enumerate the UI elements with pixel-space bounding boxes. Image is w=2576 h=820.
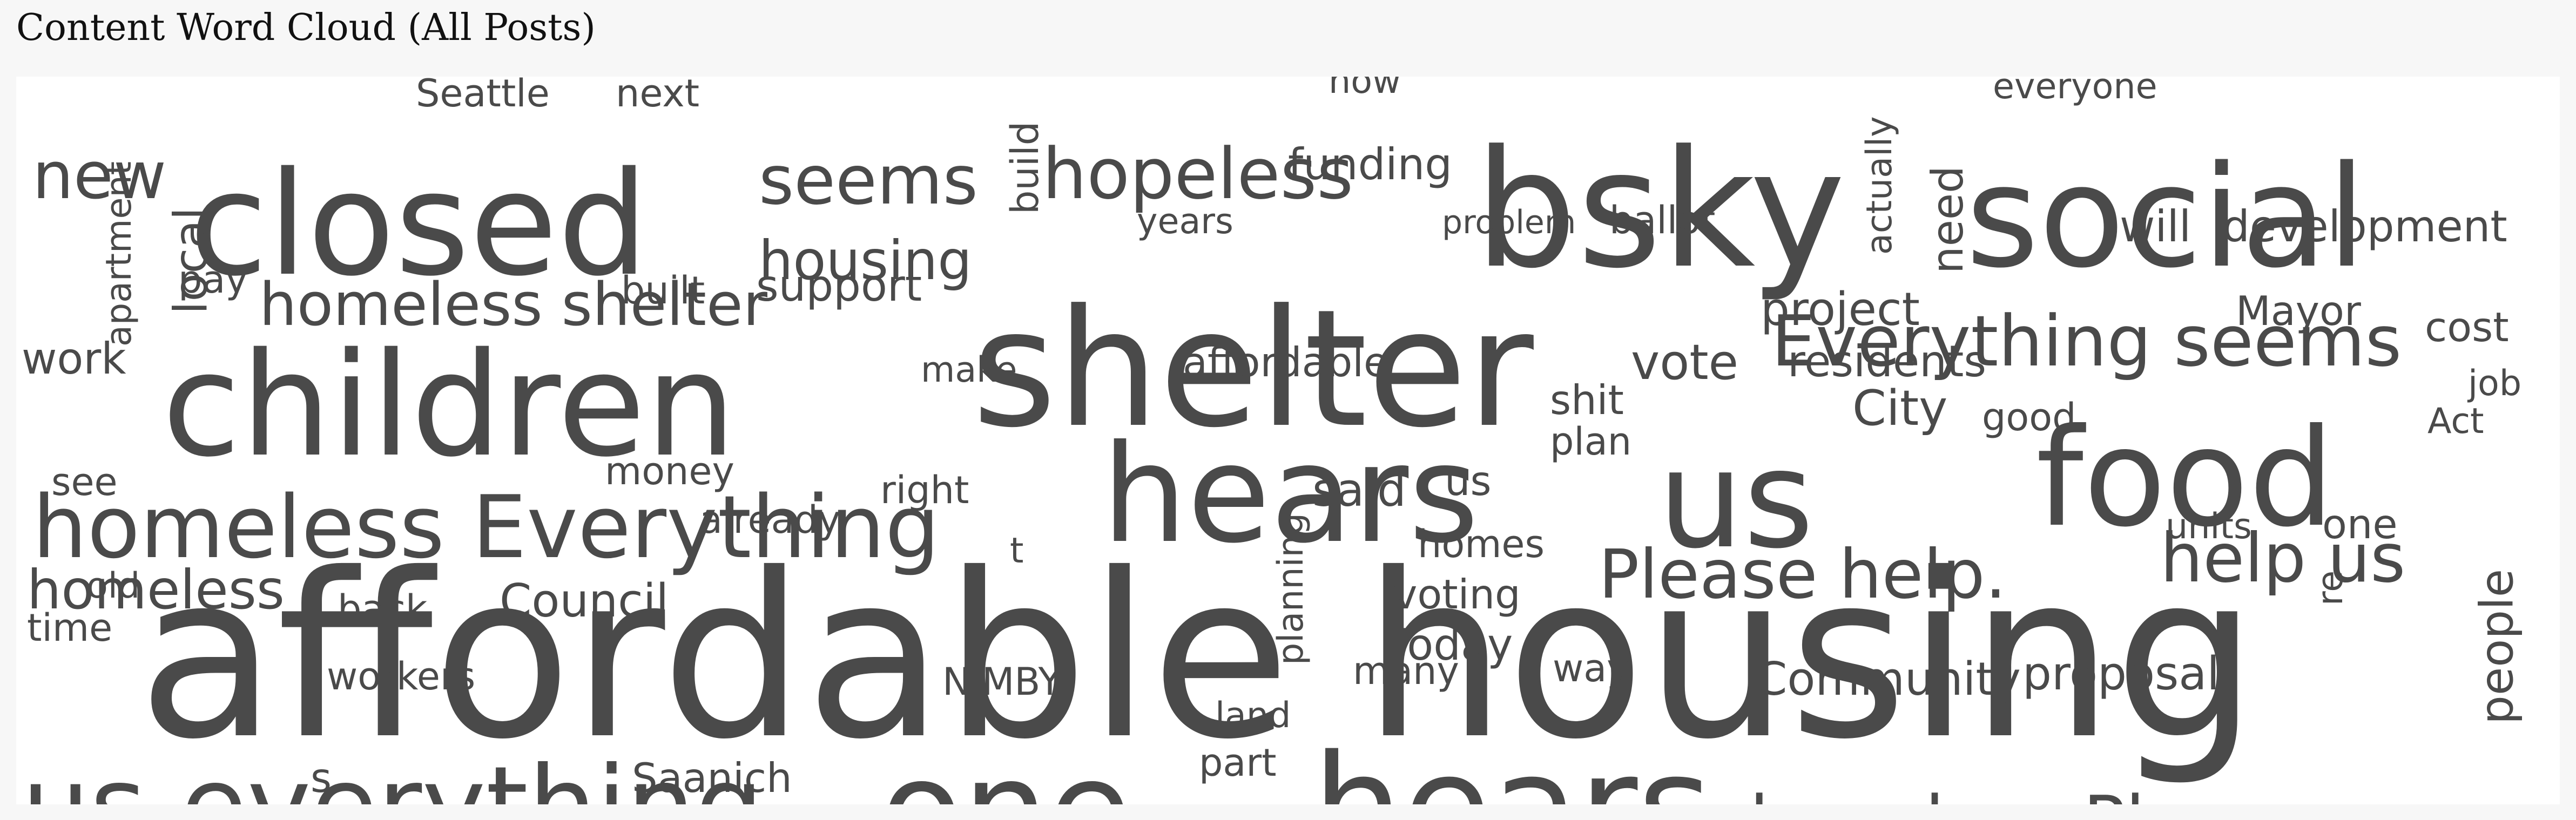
- cloud-word: ballot: [1609, 198, 1716, 242]
- cloud-word: actually: [1859, 116, 1900, 255]
- cloud-word: good: [1982, 395, 2076, 439]
- cloud-word: closed: [189, 141, 649, 308]
- cloud-word: build: [1003, 121, 1047, 214]
- cloud-word: t: [1010, 531, 1024, 571]
- cloud-word: job: [2467, 363, 2521, 404]
- cloud-word: Mayor: [2236, 287, 2361, 335]
- cloud-word: development: [2222, 201, 2507, 252]
- cloud-word: social: [1966, 136, 2366, 299]
- cloud-word: shelter: [972, 275, 1535, 463]
- cloud-word: cost: [2425, 303, 2509, 351]
- cloud-word: Act: [2427, 401, 2484, 442]
- cloud-word: apartment: [99, 161, 139, 347]
- page-title: Content Word Cloud (All Posts): [16, 6, 596, 49]
- cloud-word: will: [2120, 201, 2191, 252]
- cloud-word: proposal: [2022, 647, 2220, 701]
- cloud-word: planning: [1271, 513, 1311, 665]
- cloud-word: City: [1852, 380, 1947, 437]
- cloud-word: NIMBY: [942, 660, 1062, 704]
- cloud-word: hopeless: [1042, 133, 1353, 215]
- cloud-word: built: [621, 268, 705, 313]
- cloud-word: said: [1312, 464, 1406, 517]
- cloud-word: one: [880, 731, 1131, 804]
- cloud-word: back: [338, 587, 428, 631]
- cloud-word: way: [1553, 646, 1629, 690]
- cloud-word: plan: [1550, 419, 1631, 464]
- cloud-word: make: [921, 350, 1017, 390]
- cloud-word: help us: [2160, 519, 2405, 598]
- cloud-word: homeless: [27, 558, 285, 621]
- cloud-word: units: [2166, 506, 2252, 547]
- cloud-word: homeless shelter: [259, 270, 768, 339]
- cloud-word: part: [1199, 741, 1277, 785]
- cloud-word: housing: [759, 229, 972, 292]
- cloud-word: homes: [1418, 522, 1545, 566]
- cloud-word: problem: [1442, 204, 1576, 241]
- cloud-word: Everything seems: [1771, 300, 2402, 382]
- cloud-word: s: [311, 754, 332, 802]
- cloud-word: support: [756, 261, 922, 311]
- cloud-word: Council: [500, 574, 669, 628]
- cloud-word: Please help.: [1599, 536, 2006, 614]
- cloud-word: pay: [178, 257, 248, 302]
- cloud-word: homeless Everything: [32, 477, 940, 578]
- cloud-word: Today: [1387, 620, 1513, 670]
- cloud-word: see: [51, 460, 118, 504]
- cloud-word: right: [880, 468, 969, 512]
- cloud-word: affordable: [1183, 338, 1388, 386]
- cloud-word: us: [1658, 421, 1814, 578]
- word-cloud: affordable housing shelter bsky social close…: [16, 77, 2560, 804]
- cloud-word: many: [1353, 649, 1459, 693]
- cloud-word: re: [2310, 571, 2351, 606]
- cloud-word: us everything: [22, 743, 764, 804]
- cloud-word: everyone: [1993, 77, 2157, 107]
- cloud-word: already: [699, 498, 840, 542]
- cloud-word: food: [2036, 399, 2335, 557]
- cloud-word: years: [1137, 201, 1233, 242]
- cloud-word: seems: [759, 141, 978, 220]
- cloud-word: Saanich: [632, 754, 792, 802]
- cloud-word: next: [616, 77, 699, 116]
- cloud-word: local: [164, 207, 218, 314]
- cloud-word: new: [32, 139, 166, 214]
- cloud-word: shit: [1550, 376, 1624, 424]
- cloud-word: children: [162, 322, 736, 489]
- cloud-word: workers: [327, 654, 475, 699]
- cloud-word: now: [1329, 77, 1401, 101]
- cloud-word: project: [1761, 283, 1920, 336]
- cloud-word: vote: [1631, 334, 1738, 391]
- cloud-word: funding: [1288, 139, 1452, 189]
- cloud-word: people: [2470, 569, 2524, 724]
- cloud-word: voting: [1393, 571, 1521, 618]
- cloud-word: need: [1923, 166, 1973, 274]
- cloud-word: residents: [1788, 336, 1986, 387]
- cloud-word: hopeless Please: [1750, 781, 2311, 804]
- cloud-word: affordable housing: [138, 525, 2258, 789]
- cloud-word: money: [605, 449, 734, 493]
- cloud-word: Seattle: [416, 77, 550, 116]
- cloud-word: work: [22, 334, 126, 384]
- cloud-word: land: [1215, 695, 1291, 736]
- cloud-word: one: [2322, 500, 2398, 548]
- cloud-word: bsky: [1474, 116, 1845, 304]
- cloud-word: us: [1445, 457, 1492, 505]
- cloud-word: time: [27, 606, 112, 650]
- cloud-word: hears: [1102, 416, 1479, 573]
- cloud-word: old: [86, 566, 140, 606]
- cloud-word: hears: [1312, 724, 1712, 804]
- cloud-word: Community: [1755, 653, 2021, 706]
